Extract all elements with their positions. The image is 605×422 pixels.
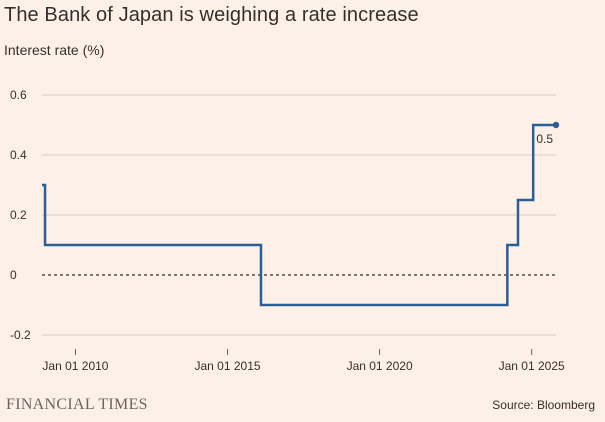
x-tick-label: Jan 01 2010 xyxy=(42,359,108,373)
x-tick-label: Jan 01 2020 xyxy=(347,359,413,373)
x-tick-label: Jan 01 2015 xyxy=(194,359,260,373)
chart-title: The Bank of Japan is weighing a rate inc… xyxy=(4,4,419,26)
x-tick-label: Jan 01 2025 xyxy=(499,359,565,373)
y-tick-label: 0 xyxy=(10,268,17,282)
y-tick-label: -0.2 xyxy=(10,328,31,342)
end-value-label: 0.5 xyxy=(536,132,553,146)
y-tick-label: 0.4 xyxy=(10,148,27,162)
y-tick-label: 0.6 xyxy=(10,88,27,102)
source-note: Source: Bloomberg xyxy=(492,398,595,412)
y-axis-label: Interest rate (%) xyxy=(4,42,105,58)
y-tick-label: 0.2 xyxy=(10,208,27,222)
rate-series-line xyxy=(42,123,556,307)
end-point-marker xyxy=(552,121,560,129)
ft-logo: FINANCIAL TIMES xyxy=(6,396,148,413)
